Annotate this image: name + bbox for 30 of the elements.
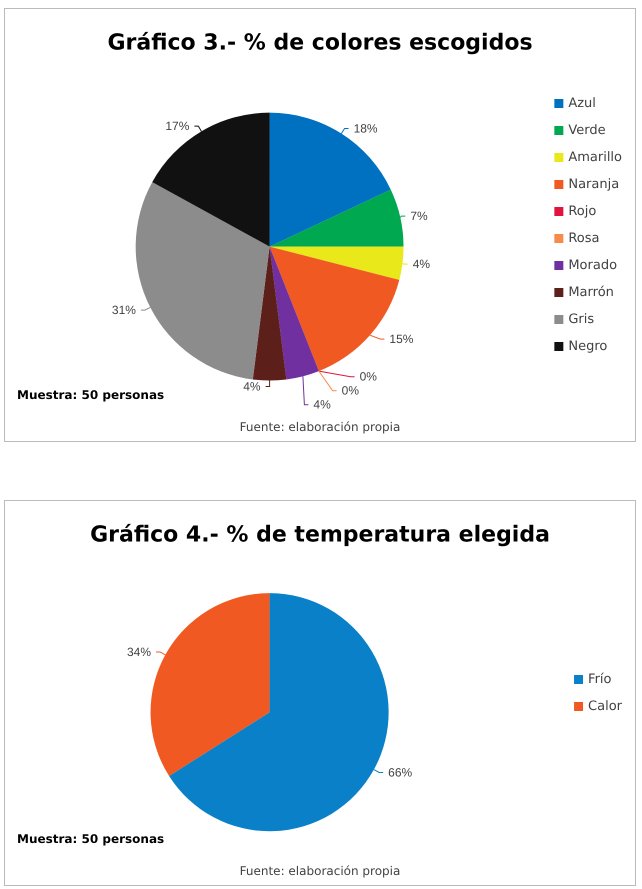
data-label: 4% bbox=[243, 380, 261, 394]
legend-label: Negro bbox=[568, 339, 608, 354]
legend-label: Naranja bbox=[568, 177, 620, 192]
data-label: 17% bbox=[165, 119, 190, 134]
data-label: 15% bbox=[389, 332, 414, 346]
data-label: 4% bbox=[412, 257, 430, 272]
data-label: 18% bbox=[354, 121, 378, 136]
text: Muestra: 50 personas bbox=[17, 832, 164, 846]
legend-label: Verde bbox=[568, 123, 606, 138]
source-note: Fuente: elaboración propia bbox=[240, 420, 400, 434]
data-label: 4% bbox=[313, 398, 332, 412]
legend-label: Azul bbox=[568, 96, 596, 111]
data-label: 34% bbox=[126, 644, 152, 659]
legend-label: Rojo bbox=[568, 204, 596, 219]
legend-label: Gris bbox=[568, 312, 594, 327]
data-label: 7% bbox=[410, 209, 428, 224]
chart-title: Gráfico 3.- % de colores escogidos bbox=[107, 30, 533, 56]
text: 0% bbox=[360, 370, 377, 384]
legend-label: Frío bbox=[588, 672, 612, 687]
data-label: 31% bbox=[112, 303, 136, 318]
data-label: 66% bbox=[388, 765, 413, 780]
text: Muestra: 50 personas bbox=[17, 388, 164, 402]
legend-label: Marrón bbox=[568, 285, 614, 300]
legend-label: Amarillo bbox=[568, 150, 622, 165]
legend-label: Calor bbox=[588, 699, 623, 714]
text: 0% bbox=[342, 384, 359, 398]
chart-title: Gráfico 4.- % de temperatura elegida bbox=[90, 522, 550, 548]
legend-label: Rosa bbox=[568, 231, 600, 246]
legend-label: Morado bbox=[568, 258, 618, 273]
source-note: Fuente: elaboración propia bbox=[240, 864, 400, 878]
